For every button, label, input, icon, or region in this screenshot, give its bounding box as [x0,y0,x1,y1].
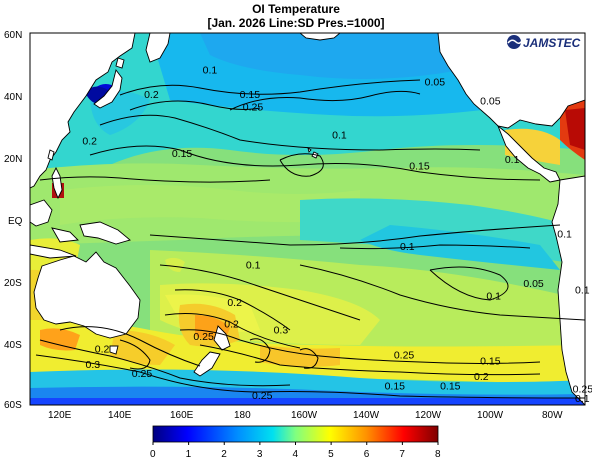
borneo-land [30,199,53,227]
contour-label: 0.15 [480,356,501,368]
contour-label: 0.2 [82,136,97,148]
colorbar-tick-label: 0 [150,449,156,460]
contour-label: 0.2 [224,319,239,331]
land-layer [30,33,585,405]
colorbar-tick-label: 4 [293,449,299,460]
colorbar: 0 1 2 3 4 5 6 7 8 [150,425,441,460]
contour-label-group: 0.10.150.20.250.20.150.10.050.050.150.10… [82,64,592,405]
contour-label: 0.05 [480,95,501,107]
colorbar-ticks: 0 1 2 3 4 5 6 7 8 [150,442,441,460]
jamstec-logo: JAMSTEC [507,35,581,50]
contour-label: 0.15 [240,89,261,101]
contour-label: 0.15 [172,148,193,160]
lat-label: 20S [4,278,22,289]
chart-title: OI Temperature [252,2,340,16]
contour-label: 0.25 [252,390,273,402]
contour-label: 0.2 [95,343,110,355]
colorbar-bar [152,425,439,443]
colorbar-tick-label: 2 [221,449,227,460]
lat-label: 40N [4,92,22,103]
lat-label: EQ [8,216,23,227]
contour-label: 0.1 [203,64,218,76]
map-frame [29,32,586,406]
contour-label: 0.05 [523,278,544,290]
contour-label: 0.25 [394,350,415,362]
colorbar-tick-label: 7 [399,449,405,460]
contour-label: 0.1 [332,129,347,141]
lat-label: 40S [4,340,22,351]
lat-label: 60S [4,400,22,411]
north-america-land [437,33,585,129]
new-guinea-land [79,221,131,245]
south-america-land [551,175,585,405]
contour-lines [35,79,585,399]
contour-label: 0.05 [425,77,446,89]
new-zealand-south-land [193,351,221,377]
contour-label: 0.1 [486,291,501,303]
colorbar-tick-label: 5 [328,449,334,460]
contour-label: 0.25 [243,102,264,114]
contour-label: 0.3 [86,359,101,371]
colorbar-tick-label: 6 [364,449,370,460]
lon-label: 160E [170,410,194,421]
contour-label: 0.1 [400,241,415,253]
contour-label: 0.25 [573,384,592,396]
contour-label: 0.1 [575,393,590,405]
contour-label: 0.15 [440,381,461,393]
contour-label: 0.15 [385,381,406,393]
wave-logo-icon [507,35,523,49]
lat-label: 20N [4,154,22,165]
chart-subtitle: [Jan. 2026 Line:SD Pres.=1000] [207,16,385,30]
lon-label: 140W [353,410,380,421]
contour-label: 0.1 [557,229,572,241]
contour-label: 0.1 [505,154,520,166]
contour-label: 0.25 [193,331,214,343]
contour-label: 0.15 [409,160,430,172]
lon-label: 140E [108,410,132,421]
lon-label: 80W [542,410,563,421]
contour-label: 0.3 [274,325,289,337]
contour-label: 0.1 [575,284,590,296]
kamchatka-land [145,33,171,63]
longitude-axis: 120E 140E 160E 180 160W 140W 120W 100W 8… [48,410,563,421]
colorbar-tick-label: 8 [435,449,441,460]
colorbar-tick-label: 1 [186,449,192,460]
lon-label: 100W [477,410,504,421]
latitude-axis: 60N 40N 20N EQ 20S 40S 60S [4,30,23,411]
contour-label: 0.2 [227,297,242,309]
colorbar-tick-label: 3 [257,449,263,460]
japan-land [93,68,123,109]
lon-label: 180 [234,410,251,421]
contour-label: 0.2 [474,371,489,383]
contour-label: 0.1 [246,260,261,272]
tasmania-land [109,345,119,355]
contour-label: 0.25 [132,368,153,380]
lat-label: 60N [4,30,22,41]
logo-text: JAMSTEC [523,36,581,50]
lon-label: 160W [291,410,318,421]
lon-label: 120E [48,410,72,421]
contour-label: 0.2 [144,89,159,101]
lon-label: 120W [415,410,442,421]
asia-land [30,33,136,189]
philippines-land [51,166,63,200]
new-zealand-north-land [213,325,231,351]
